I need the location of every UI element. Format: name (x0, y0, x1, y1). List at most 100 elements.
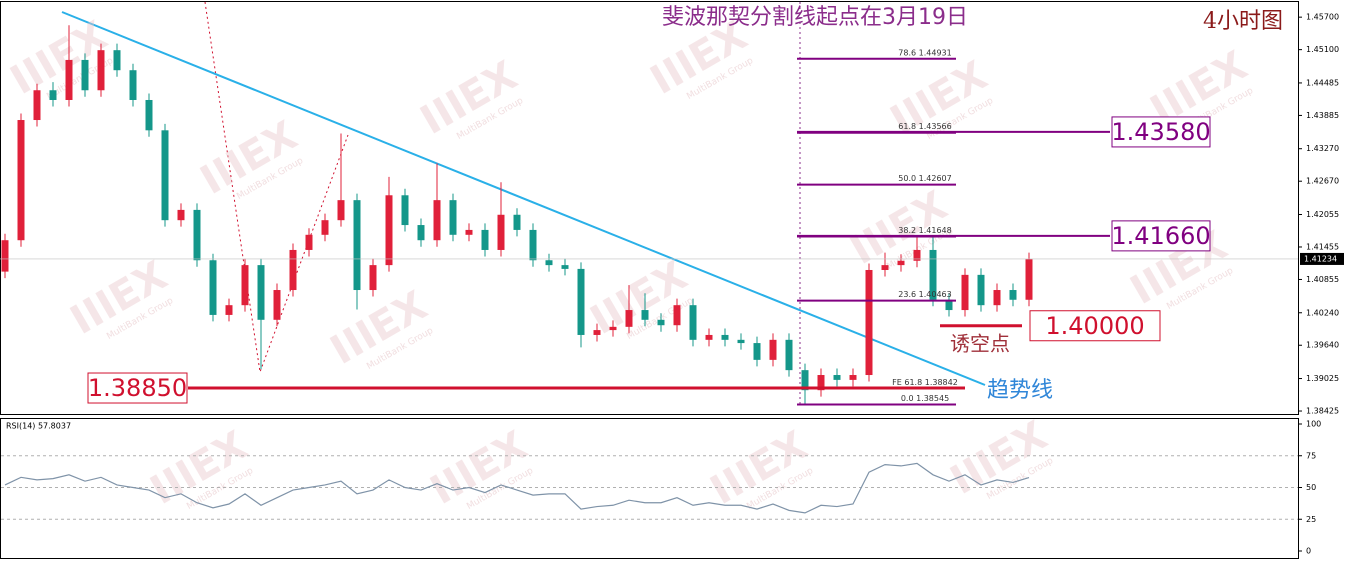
trap-label: 诱空点 (950, 332, 1010, 356)
chart-title: 斐波那契分割线起点在3月19日 (662, 5, 968, 30)
candle-body (1025, 259, 1033, 300)
fib-label: 78.6 1.44931 (898, 48, 951, 57)
y-tick-label: 1.43885 (1306, 111, 1339, 120)
fib-label: 23.6 1.40463 (898, 290, 951, 299)
candle-body (81, 59, 89, 91)
candle-body (193, 209, 201, 261)
candle-body (241, 265, 249, 306)
candle-body (481, 229, 489, 250)
y-tick-label: 1.38425 (1306, 407, 1339, 416)
candle-body (769, 339, 777, 360)
candle-body (673, 305, 681, 326)
candle-body (65, 59, 73, 100)
timeframe-label: 4小时图 (1203, 9, 1283, 34)
candle-body (577, 268, 585, 335)
candle-body (545, 260, 553, 266)
rsi-tick-label: 100 (1306, 420, 1321, 429)
candle-body (209, 260, 217, 315)
price-pane (0, 1, 1299, 415)
candle-body (129, 70, 137, 100)
candle-body (865, 269, 873, 376)
last-price-label: 1.41234 (1304, 254, 1337, 263)
trendline-label: 趋势线 (987, 378, 1053, 403)
y-tick-label: 1.42055 (1306, 210, 1339, 219)
candle-body (817, 375, 825, 391)
candle-body (625, 310, 633, 327)
candle-body (737, 339, 745, 344)
y-tick-label: 1.42670 (1306, 177, 1339, 186)
trend-line (61, 11, 986, 386)
candle-body (801, 370, 809, 391)
y-tick-label: 1.43270 (1306, 144, 1339, 153)
y-tick-label: 1.41455 (1306, 242, 1339, 251)
candle-body (257, 265, 265, 320)
candle-body (369, 265, 377, 291)
candle-body (353, 200, 361, 291)
candle-body (657, 319, 665, 326)
candle-body (273, 290, 281, 320)
candle-body (833, 375, 841, 380)
candle-body (449, 200, 457, 235)
fib-label: 61.8 1.43566 (898, 122, 951, 131)
rsi-tick-label: 75 (1306, 451, 1316, 460)
candle-body (177, 209, 185, 221)
level-label: 1.43580 (1111, 118, 1210, 146)
level-box (87, 372, 188, 404)
rsi-tick-label: 25 (1306, 515, 1316, 524)
candle-body (417, 225, 425, 241)
candle-body (17, 120, 25, 241)
y-tick-label: 1.44485 (1306, 78, 1339, 87)
candle-body (161, 130, 169, 221)
last-price-box (1300, 252, 1344, 265)
y-tick-label: 1.39025 (1306, 374, 1339, 383)
candle-body (145, 99, 153, 131)
candle-body (1, 240, 9, 272)
level-box (1111, 220, 1211, 252)
candle-body (721, 334, 729, 340)
rsi-pane (0, 418, 1299, 559)
candle-body (753, 343, 761, 360)
candle-body (289, 249, 297, 291)
rsi-label: RSI(14) 57.8037 (6, 422, 71, 431)
y-tick-label: 1.45100 (1306, 45, 1339, 54)
candle-body (689, 305, 697, 340)
candle-body (225, 305, 233, 315)
candle-body (785, 339, 793, 371)
candle-body (609, 326, 617, 331)
candle-body (113, 50, 121, 71)
candle-body (97, 50, 105, 91)
candle-body (945, 299, 953, 311)
y-tick-label: 1.40240 (1306, 308, 1339, 317)
fib-label: 38.2 1.41648 (898, 226, 951, 235)
candle-body (465, 229, 473, 235)
candle-body (497, 214, 505, 250)
candle-body (593, 330, 601, 335)
level-label: 1.40000 (1045, 312, 1144, 340)
candle-body (305, 234, 313, 250)
fib-label: FE 61.8 1.38842 (892, 378, 958, 387)
candle-body (529, 229, 537, 261)
candle-body (929, 249, 937, 300)
candle-body (49, 90, 57, 100)
candle-body (385, 195, 393, 266)
candle-body (513, 214, 521, 230)
candle-body (401, 195, 409, 226)
candle-body (433, 200, 441, 241)
rsi-tick-label: 0 (1306, 547, 1311, 556)
candle-body (1009, 290, 1017, 300)
level-label: 1.38850 (88, 374, 187, 402)
candle-body (977, 274, 985, 306)
candle-body (33, 90, 41, 121)
rsi-line (4, 462, 1030, 514)
candle-body (337, 200, 345, 221)
level-box (1029, 310, 1161, 342)
candle-body (705, 334, 713, 340)
candle-body (961, 274, 969, 311)
rsi-tick-label: 50 (1306, 483, 1316, 492)
candle-body (561, 265, 569, 269)
y-tick-label: 1.39640 (1306, 341, 1339, 350)
level-box (1111, 116, 1211, 148)
candle-body (881, 265, 889, 270)
